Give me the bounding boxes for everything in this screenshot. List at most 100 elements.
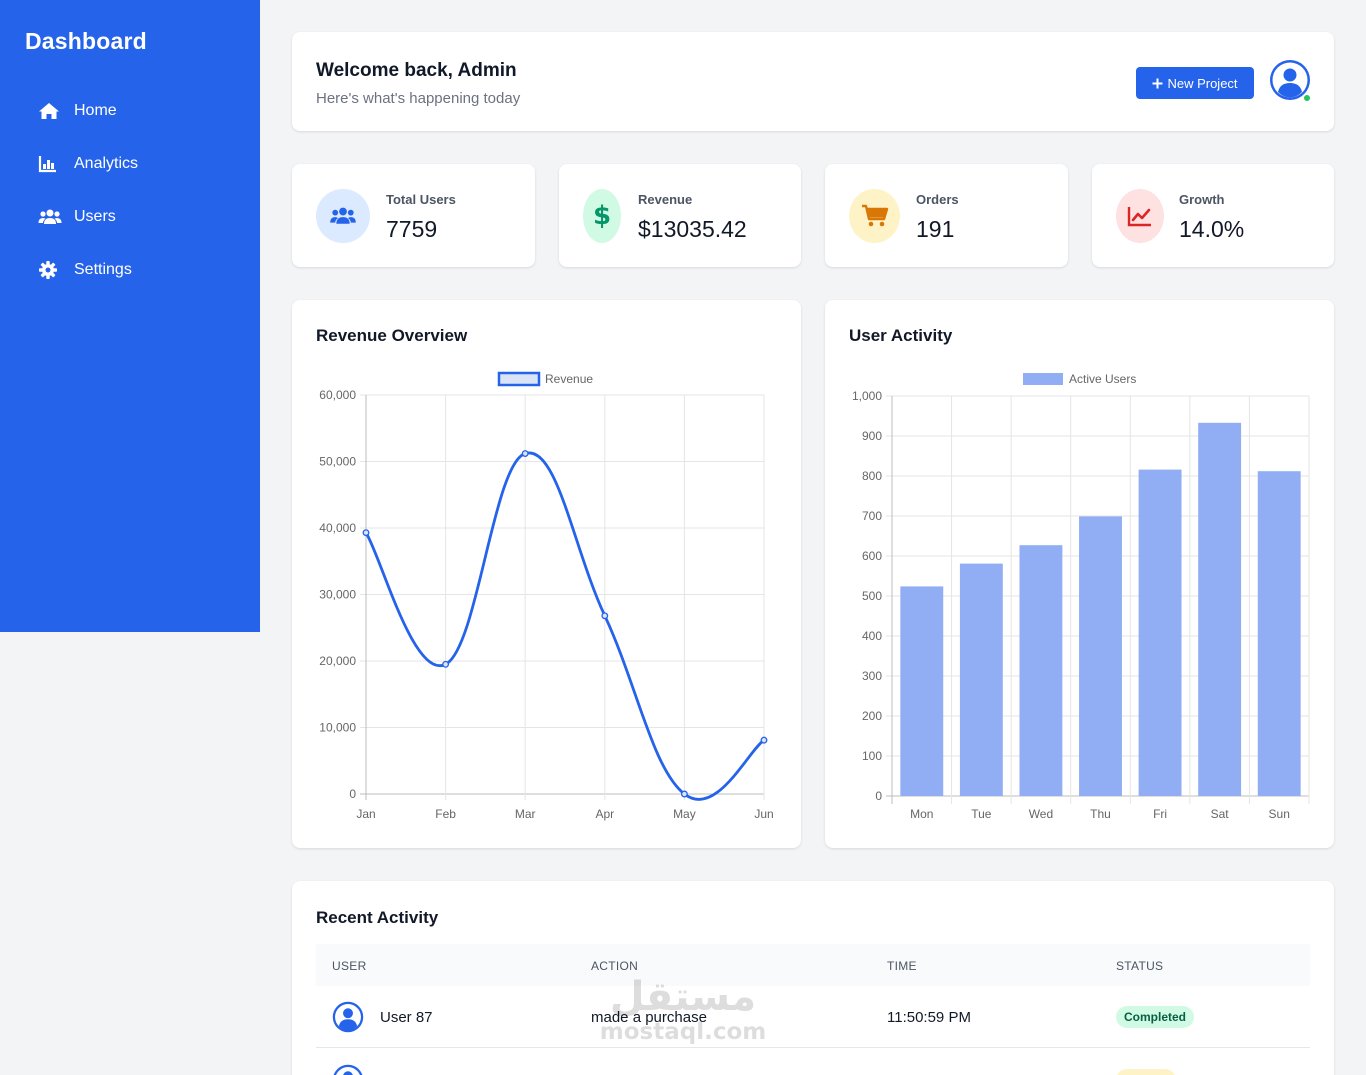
x-tick-label: Jan — [356, 807, 375, 821]
stat-value: 191 — [916, 216, 955, 242]
legend-label: Revenue — [545, 372, 593, 386]
data-point — [362, 529, 370, 537]
column-header-action: ACTION — [591, 959, 639, 973]
status-badge — [1116, 1069, 1176, 1075]
new-project-button[interactable]: New Project — [1136, 67, 1254, 99]
x-tick-label: Feb — [435, 807, 456, 821]
x-tick-label: Sat — [1211, 807, 1230, 821]
row-action: made a purchase — [591, 1009, 707, 1026]
user-avatar-icon — [332, 1064, 364, 1075]
page-title: Welcome back, Admin — [316, 60, 517, 81]
data-point — [760, 736, 768, 744]
y-tick-label: 30,000 — [319, 588, 356, 602]
welcome-header: Welcome back, Admin Here's what's happen… — [292, 32, 1334, 131]
gear-icon — [38, 260, 62, 280]
y-tick-label: 60,000 — [319, 388, 356, 402]
sidebar-item-home[interactable]: Home — [38, 96, 117, 126]
column-header-time: TIME — [887, 959, 917, 973]
home-icon — [38, 101, 62, 121]
x-tick-label: Mar — [515, 807, 536, 821]
y-tick-label: 800 — [862, 469, 882, 483]
plus-icon — [1152, 78, 1163, 88]
users-icon — [38, 207, 62, 227]
page-subtitle: Here's what's happening today — [316, 90, 521, 107]
stat-label: Total Users — [386, 192, 456, 207]
stat-card-orders: Orders 191 — [825, 164, 1068, 267]
x-tick-label: Mon — [910, 807, 933, 821]
cart-icon — [849, 189, 900, 243]
legend-swatch — [497, 371, 541, 387]
x-tick-label: Wed — [1029, 807, 1053, 821]
stat-label: Revenue — [638, 192, 693, 207]
row-user: User 87 — [380, 1009, 433, 1026]
y-tick-label: 40,000 — [319, 521, 356, 535]
stat-label: Growth — [1179, 192, 1225, 207]
table-row[interactable] — [316, 1049, 1310, 1075]
sidebar-item-settings[interactable]: Settings — [38, 255, 132, 285]
row-time: 11:50:59 PM — [887, 1009, 971, 1026]
y-tick-label: 100 — [862, 749, 882, 763]
bar-chart-icon — [38, 154, 62, 174]
x-tick-label: Fri — [1153, 807, 1167, 821]
user-avatar-icon[interactable] — [1269, 59, 1311, 101]
y-tick-label: 50,000 — [319, 455, 356, 469]
data-point — [601, 612, 609, 620]
y-tick-label: 0 — [875, 789, 882, 803]
revenue-line-chart: 0 10,000 20,000 30,000 40,000 50,000 60,000 Jan… — [319, 371, 774, 821]
stat-card-revenue: $ Revenue $13035.42 — [559, 164, 801, 267]
revenue-chart-title: Revenue Overview — [316, 326, 468, 345]
activity-bar — [1079, 516, 1122, 796]
y-tick-label: 600 — [862, 549, 882, 563]
new-project-label: New Project — [1167, 75, 1238, 91]
dollar-icon: $ — [583, 189, 621, 243]
activity-bar — [1019, 545, 1063, 796]
sidebar-brand: Dashboard — [25, 28, 147, 54]
sidebar-item-analytics[interactable]: Analytics — [38, 149, 138, 179]
y-tick-label: 10,000 — [319, 721, 356, 735]
table-row[interactable]: User 87 made a purchase 11:50:59 PM Comp… — [316, 986, 1310, 1048]
stat-card-total-users: Total Users 7759 — [292, 164, 535, 267]
y-tick-label: 700 — [862, 509, 882, 523]
column-header-status: STATUS — [1116, 959, 1164, 973]
activity-bar-chart: 0 100 200 300 400 500 600 700 800 900 1,000 Mon Tue W… — [852, 372, 1310, 821]
data-point — [442, 660, 450, 668]
sidebar-item-label: Analytics — [74, 155, 139, 172]
data-point — [680, 790, 688, 798]
user-avatar-icon — [332, 1001, 364, 1033]
y-tick-label: 500 — [862, 589, 882, 603]
revenue-series-line — [364, 451, 765, 801]
data-point — [521, 450, 529, 457]
stat-label: Orders — [916, 192, 959, 207]
x-tick-label: May — [673, 807, 696, 821]
y-tick-label: 0 — [349, 787, 356, 801]
recent-activity-title: Recent Activity — [316, 908, 439, 927]
sidebar: Dashboard Home Analytics Users Settings — [0, 0, 260, 632]
status-badge: Completed — [1116, 1006, 1195, 1028]
recent-activity-card: Recent Activity USER ACTION TIME STATUS … — [292, 881, 1334, 1075]
y-tick-label: 200 — [862, 709, 882, 723]
trend-up-icon — [1116, 189, 1164, 243]
x-tick-label: Thu — [1090, 807, 1111, 821]
legend-swatch — [1023, 373, 1063, 385]
sidebar-item-users[interactable]: Users — [38, 202, 116, 232]
x-tick-label: Apr — [595, 807, 614, 821]
activity-chart-card: User Activity 0 100 200 300 400 500 600 700 800 9… — [825, 300, 1334, 848]
stat-value: $13035.42 — [638, 216, 747, 242]
y-tick-label: 1,000 — [852, 389, 882, 403]
activity-bar — [1198, 422, 1242, 796]
y-tick-label: 20,000 — [319, 654, 356, 668]
stat-value: 7759 — [386, 216, 438, 242]
activity-bar — [959, 563, 1003, 796]
users-icon — [316, 189, 370, 243]
revenue-chart-card: Revenue Overview 0 10,000 20,000 30,000 40,0… — [292, 300, 801, 848]
stat-value: 14.0% — [1179, 216, 1245, 242]
sidebar-item-label: Settings — [74, 261, 132, 278]
activity-chart-title: User Activity — [849, 326, 953, 345]
online-status-dot — [1302, 93, 1312, 103]
legend-label: Active Users — [1069, 372, 1136, 386]
x-tick-label: Sun — [1269, 807, 1290, 821]
y-tick-label: 400 — [862, 629, 882, 643]
sidebar-item-label: Users — [74, 208, 116, 225]
column-header-user: USER — [332, 959, 367, 973]
activity-bar — [1138, 469, 1182, 796]
